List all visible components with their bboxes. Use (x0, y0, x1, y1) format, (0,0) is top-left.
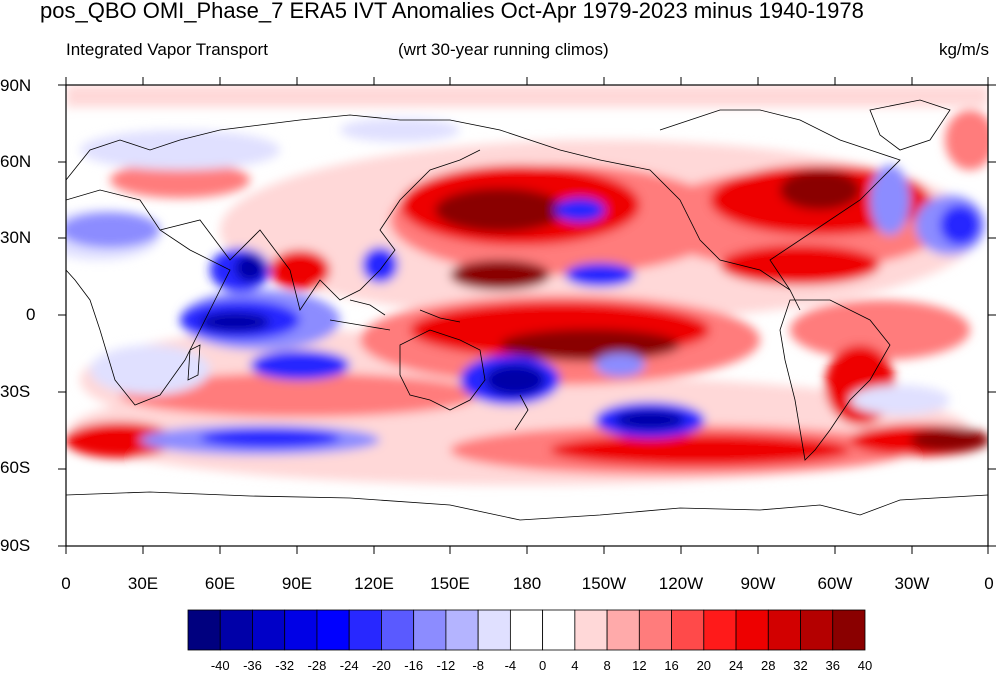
colorbar-tick-label: 36 (825, 658, 840, 673)
lon-label-120w: 120W (658, 574, 704, 593)
lon-label-60e: 60E (204, 574, 236, 593)
colorbar-tick-label: -12 (436, 658, 456, 673)
colorbar-tick-label: 40 (857, 658, 873, 673)
colorbar-box (606, 609, 640, 651)
colorbar-tick-label: -28 (307, 658, 327, 673)
colorbar-box (542, 609, 576, 651)
colorbar-tick-label: -40 (210, 658, 230, 673)
colorbar-box (832, 609, 866, 651)
lat-label-90s: 90S (0, 536, 31, 555)
colorbar-tick-label: -4 (504, 658, 517, 673)
colorbar-box (800, 609, 834, 651)
lat-label-60s: 60S (0, 458, 31, 477)
colorbar-box (413, 609, 447, 651)
colorbar-tick-label: 32 (793, 658, 808, 673)
colorbar-box (767, 609, 801, 651)
colorbar-box (477, 609, 511, 651)
lat-label-eq: 0 (26, 305, 36, 324)
colorbar-box (316, 609, 350, 651)
colorbar (187, 609, 866, 651)
lon-label-60w: 60W (817, 574, 853, 593)
colorbar-tick-label: 28 (761, 658, 776, 673)
map-ticks (58, 77, 996, 554)
colorbar-box (638, 609, 672, 651)
colorbar-box (252, 609, 286, 651)
lat-label-30n: 30N (0, 228, 32, 247)
colorbar-tick-label: -20 (372, 658, 391, 673)
lon-label-150w: 150W (581, 574, 627, 593)
colorbar-tick-label: 24 (728, 658, 744, 673)
colorbar-box (671, 609, 705, 651)
colorbar-box (284, 609, 318, 651)
colorbar-box (219, 609, 253, 651)
colorbar-tick-label: -24 (339, 658, 359, 673)
colorbar-tick-label: 8 (603, 658, 611, 673)
colorbar-box (187, 609, 221, 651)
lon-label-150e: 150E (430, 574, 470, 593)
colorbar-tick-label: -32 (275, 658, 295, 673)
lon-label-30w: 30W (894, 574, 930, 593)
colorbar-tick-label: -8 (472, 658, 484, 673)
units-label: kg/m/s (938, 40, 989, 59)
lon-label-30e: 30E (127, 574, 159, 593)
lon-label-90e: 90E (281, 574, 313, 593)
colorbar-box (381, 609, 415, 651)
colorbar-tick-label: -16 (404, 658, 424, 673)
coastlines (66, 99, 988, 521)
lon-label-90w: 90W (740, 574, 776, 593)
lat-label-30s: 30S (0, 382, 31, 401)
lon-label-180: 180 (512, 574, 542, 593)
lat-label-60n: 60N (0, 152, 32, 171)
lon-label-0: 0 (61, 574, 71, 593)
lon-label-0-east: 0 (984, 574, 994, 593)
subtitle-center: (wrt 30-year running climos) (398, 40, 609, 59)
colorbar-tick-label: 12 (632, 658, 647, 673)
colorbar-tick-label: 20 (696, 658, 712, 673)
colorbar-box (703, 609, 737, 651)
colorbar-box (445, 609, 479, 651)
colorbar-box (509, 609, 544, 651)
colorbar-tick-label: -36 (243, 658, 262, 673)
colorbar-tick-label: 4 (571, 658, 579, 673)
colorbar-tick-label: 0 (538, 658, 547, 673)
map-panel (66, 85, 988, 546)
map-title: pos_QBO OMI_Phase_7 ERA5 IVT Anomalies O… (40, 0, 864, 23)
colorbar-box (735, 609, 769, 651)
subtitle-left: Integrated Vapor Transport (66, 40, 268, 59)
anomaly-field (66, 85, 988, 485)
lon-label-120e: 120E (354, 574, 394, 593)
lat-label-90n: 90N (0, 76, 32, 95)
colorbar-box (574, 609, 608, 651)
colorbar-box (348, 609, 382, 651)
colorbar-tick-label: 16 (664, 658, 679, 673)
